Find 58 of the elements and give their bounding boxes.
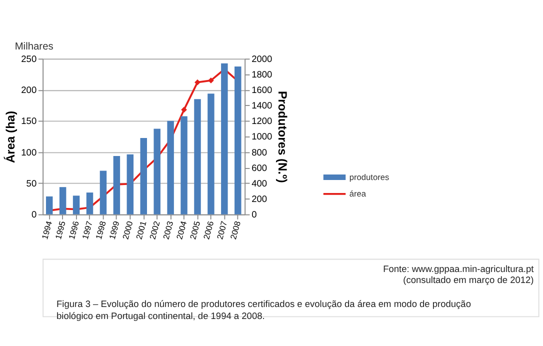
y-tick-label: 100 — [21, 147, 37, 158]
legend-label: área — [349, 188, 366, 199]
y2-tick-label: 200 — [252, 194, 268, 204]
point — [181, 106, 187, 113]
point — [208, 78, 214, 84]
bar — [100, 170, 107, 214]
bar — [167, 120, 174, 214]
y2-tick-label: 1000 — [252, 132, 272, 142]
bar — [72, 196, 80, 214]
bar — [234, 66, 242, 214]
bar — [113, 156, 120, 214]
source-note: Fonte: www.gppaa.min-agricultura.pt — [383, 264, 534, 274]
y-tick-label: 150 — [21, 116, 37, 126]
x-tick-label: 2005 — [188, 220, 202, 240]
bar — [126, 154, 134, 214]
x-tick-label: 1998 — [93, 220, 108, 240]
y2-tick-label: 0 — [252, 210, 257, 220]
x-tick-label: 2004 — [174, 220, 189, 240]
y2-tick-label: 1800 — [252, 69, 272, 80]
y2-tick-label: 2000 — [252, 54, 272, 64]
y-tick-label: 200 — [21, 85, 37, 96]
y2-tick-label: 400 — [252, 178, 268, 188]
x-tick-label: 1997 — [80, 220, 94, 240]
x-tick-label: 1994 — [40, 220, 54, 240]
x-tick-label: 2008 — [228, 220, 243, 240]
bar — [208, 94, 214, 214]
bar — [194, 99, 201, 214]
y2-tick-label: 600 — [252, 162, 268, 173]
y-tick-label: 0 — [31, 210, 37, 220]
text: (consultado em março de 2012) — [403, 274, 534, 285]
y2-axis-title: Produtores (N.º) — [276, 90, 290, 183]
legend-label: produtores — [349, 172, 390, 182]
x-tick-label: 2001 — [134, 220, 148, 240]
y2-tick-label: 1600 — [252, 85, 272, 96]
x-tick-label: 2007 — [214, 220, 230, 240]
x-tick-label: 1996 — [66, 220, 82, 240]
x-tick-label: 2000 — [120, 220, 135, 240]
y2-tick-label: 800 — [252, 147, 268, 158]
text: Milhares — [14, 41, 54, 52]
point — [194, 79, 200, 86]
y2-tick-label: 1400 — [252, 100, 272, 111]
bar — [140, 138, 147, 214]
x-tick-label: 2006 — [201, 220, 216, 240]
x-tick-label: 2002 — [147, 220, 162, 240]
y2-tick-label: 1200 — [252, 116, 272, 126]
y-tick-label: 250 — [21, 54, 37, 64]
bar — [180, 116, 188, 214]
bar — [46, 196, 53, 214]
x-tick-label: 2003 — [160, 220, 176, 240]
bar — [59, 187, 66, 214]
x-tick-label: 1999 — [106, 220, 122, 240]
y-axis-title: Área (ha) — [4, 110, 18, 164]
text: Figura 3 – Evolução do número de produtores certificados e evolução da área em modo de produção biológico em Portugal continental, de 1994 a 2008. — [56, 298, 471, 322]
bar — [154, 128, 160, 214]
y-tick-label: 50 — [26, 178, 37, 188]
bar — [86, 192, 94, 214]
x-tick-label: 1995 — [52, 220, 68, 240]
bar — [221, 63, 228, 214]
